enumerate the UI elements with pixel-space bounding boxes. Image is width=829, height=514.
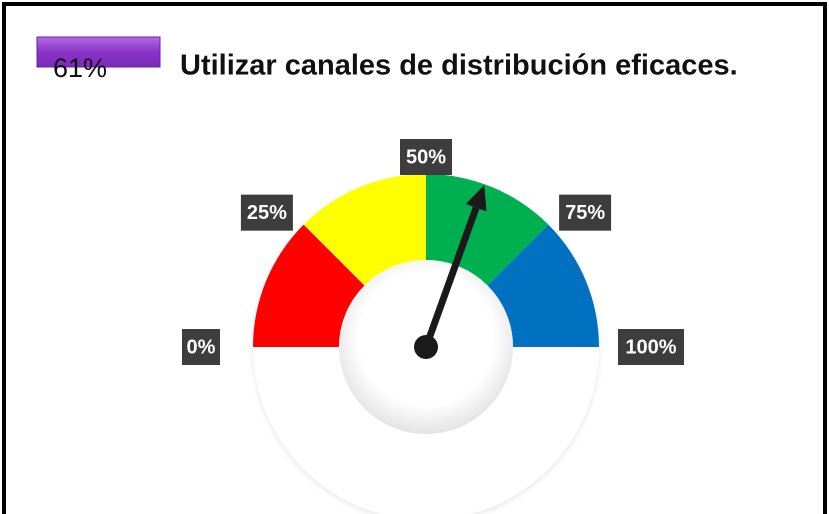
gauge-band <box>253 224 365 347</box>
chart-title: Utilizar canales de distribución eficace… <box>180 50 738 82</box>
needle-head <box>465 185 487 212</box>
tick-label: 25% <box>247 202 287 224</box>
value-badge <box>36 36 161 68</box>
tick-box <box>182 329 220 365</box>
tick-label: 100% <box>625 336 676 358</box>
gauge: 0% 25% 50% 75% 100% <box>182 139 684 514</box>
tick-label: 0% <box>187 336 216 358</box>
gauge-band <box>487 224 599 347</box>
tick-box <box>240 194 293 231</box>
tick-box <box>559 194 612 231</box>
gauge-band <box>303 174 426 286</box>
tick-label: 75% <box>565 202 605 224</box>
needle <box>422 206 480 349</box>
needle-hub <box>414 335 438 359</box>
tick-label: 50% <box>406 146 446 168</box>
tick-box <box>618 329 684 365</box>
tick-box <box>400 139 452 175</box>
value-label: 61% <box>53 53 107 83</box>
